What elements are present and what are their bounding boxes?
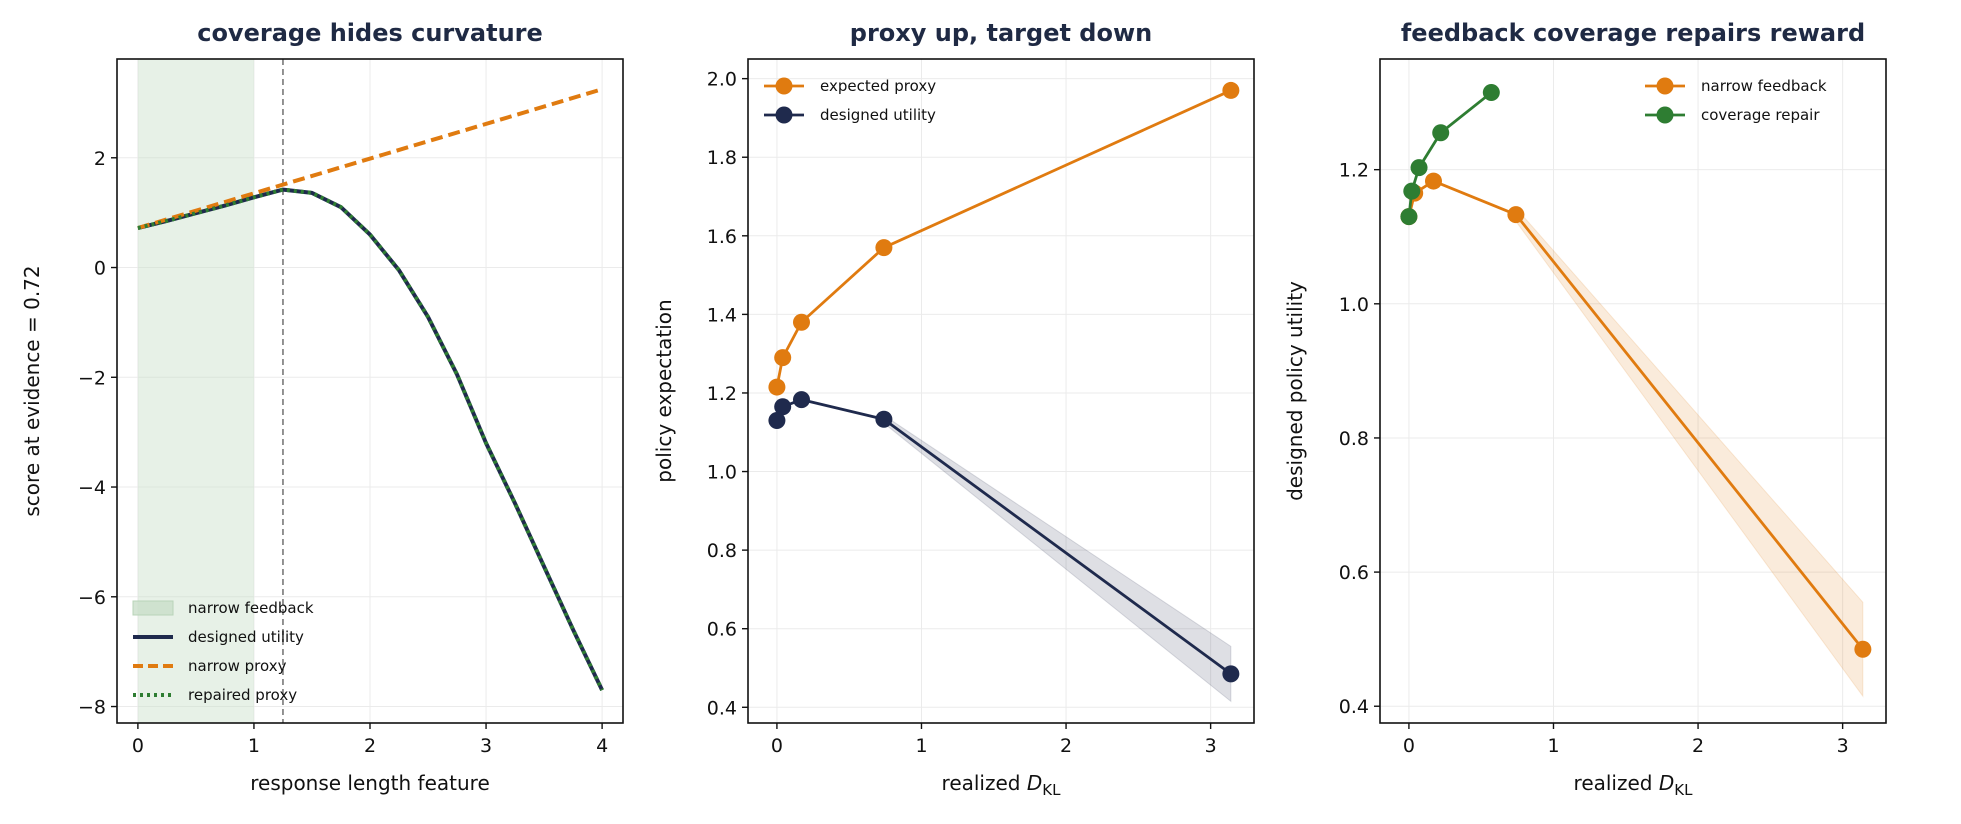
y-tick-label: 1.4 (707, 304, 737, 326)
data-point (1507, 206, 1525, 224)
chart-title: coverage hides curvature (197, 19, 543, 47)
legend-swatch (132, 600, 174, 616)
axes-frame (747, 58, 1255, 724)
series-line-narrow-proxy (137, 87, 603, 230)
data-point (875, 239, 893, 257)
chart-panel-1: 0 1 2 3 4 −8 −6 −4 −2 0 2 coverage hides curvature r… (20, 19, 624, 795)
x-tick-label: 3 (1837, 735, 1849, 757)
y-tick-label: 0.8 (1339, 428, 1369, 450)
x-tick-label: 1 (915, 735, 927, 757)
x-axis-label: realized DKL (1574, 771, 1694, 799)
x-tick-label: 1 (1547, 735, 1559, 757)
legend-label: designed utility (820, 106, 936, 124)
x-tick-label: 0 (132, 735, 144, 757)
x-tick-label: 1 (248, 735, 260, 757)
y-tick-label: 0.4 (707, 697, 737, 719)
x-tick-label: 3 (480, 735, 492, 757)
y-tick-label: −2 (78, 367, 106, 389)
legend-label: narrow proxy (188, 657, 287, 675)
legend-marker (775, 106, 793, 124)
x-tick-label: 2 (1060, 735, 1072, 757)
data-point (774, 398, 792, 416)
chart-title: feedback coverage repairs reward (1401, 19, 1865, 47)
x-tick-label: 0 (1403, 735, 1415, 757)
chart-panel-3: 0 1 2 3 0.4 0.6 0.8 1.0 1.2 feedback coverage rep… (1283, 19, 1887, 799)
y-tick-label: 0.6 (707, 619, 737, 641)
y-tick-label: 2 (94, 148, 106, 170)
data-point (1400, 208, 1418, 226)
y-tick-label: −8 (78, 697, 106, 719)
y-tick-label: 0 (94, 258, 106, 280)
y-tick-label: 1.0 (707, 462, 737, 484)
data-point (1432, 124, 1450, 142)
y-tick-label: 0.8 (707, 540, 737, 562)
data-point (768, 378, 786, 396)
series-line-repaired-proxy (137, 187, 604, 691)
y-tick-label: 0.4 (1339, 696, 1369, 718)
legend: narrow feedback designed utility narrow pr… (132, 599, 314, 704)
data-point (768, 411, 786, 429)
legend-label: narrow feedback (1701, 77, 1827, 95)
data-point (875, 410, 893, 428)
x-tick-label: 0 (771, 735, 783, 757)
y-tick-label: 2.0 (707, 69, 737, 91)
chart-title: proxy up, target down (850, 19, 1152, 47)
legend: expected proxy designed utility (764, 77, 936, 124)
data-point (1222, 81, 1240, 99)
legend: narrow feedback coverage repair (1645, 77, 1827, 124)
y-tick-label: 0.6 (1339, 562, 1369, 584)
legend-marker (1656, 106, 1674, 124)
y-tick-label: 1.0 (1339, 294, 1369, 316)
chart-panel-2: 0 1 2 3 0.4 0.6 0.8 1.0 1.2 1.4 1.6 1.8 2.0 proxy up,… (652, 19, 1255, 799)
x-tick-label: 2 (1692, 735, 1704, 757)
data-point (1222, 665, 1240, 683)
x-axis-label: realized DKL (942, 771, 1062, 799)
shaded-region (137, 59, 254, 723)
series-line-expected-proxy (775, 89, 1232, 388)
x-tick-label: 3 (1205, 735, 1217, 757)
legend-marker (775, 77, 793, 95)
y-tick-label: 1.2 (1339, 160, 1369, 182)
data-point (1482, 84, 1500, 102)
y-tick-label: −6 (78, 587, 106, 609)
y-axis-label: score at evidence = 0.72 (20, 265, 44, 516)
legend-label: narrow feedback (188, 599, 314, 617)
axes-frame (1379, 58, 1887, 724)
data-point (1410, 159, 1428, 177)
y-tick-label: 1.8 (707, 147, 737, 169)
y-axis-label: policy expectation (652, 299, 676, 482)
data-point (1424, 172, 1442, 190)
y-tick-label: −4 (78, 477, 106, 499)
legend-label: designed utility (188, 628, 304, 646)
x-axis-label: response length feature (250, 771, 490, 795)
data-point (774, 349, 792, 367)
y-axis-label: designed policy utility (1283, 281, 1307, 501)
data-point (1403, 182, 1421, 200)
data-point (792, 313, 810, 331)
data-point (1854, 640, 1872, 658)
y-tick-label: 1.6 (707, 226, 737, 248)
x-tick-label: 2 (364, 735, 376, 757)
data-point (792, 391, 810, 409)
legend-label: expected proxy (820, 77, 936, 95)
legend-label: repaired proxy (188, 686, 297, 704)
legend-marker (1656, 77, 1674, 95)
legend-label: coverage repair (1701, 106, 1820, 124)
x-tick-label: 4 (596, 735, 608, 757)
y-tick-label: 1.2 (707, 383, 737, 405)
